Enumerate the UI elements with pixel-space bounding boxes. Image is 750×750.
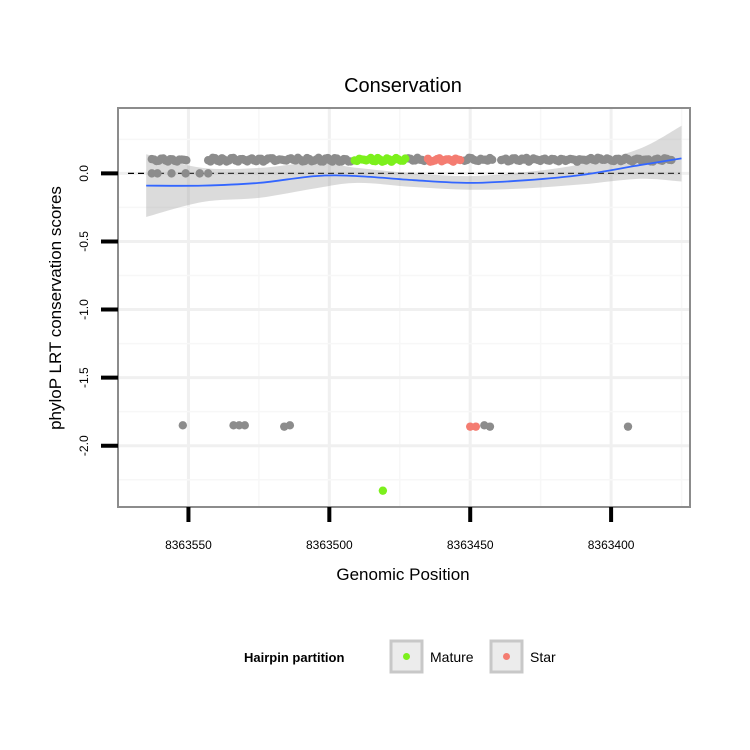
- x-axis-title: Genomic Position: [336, 565, 469, 584]
- point-mature-outlier: [378, 486, 388, 495]
- legend: Hairpin partition Mature Star: [244, 639, 556, 674]
- plot-frame: [117, 107, 691, 508]
- y-tick-label: -1.5: [77, 367, 91, 388]
- y-axis: 0.0 -0.5 -1.0 -1.5 -2.0: [77, 165, 118, 456]
- point-other: [147, 169, 157, 178]
- y-tick-label: -1.0: [77, 299, 91, 320]
- x-tick-label: 8363400: [588, 538, 635, 552]
- confidence-band: [146, 125, 682, 217]
- loess-fit-line: [146, 157, 682, 187]
- point-other-outlier: [285, 421, 295, 430]
- point-star: [455, 155, 465, 165]
- y-axis-title: phyloP LRT conservation scores: [46, 186, 65, 430]
- x-tick-label: 8363550: [165, 538, 212, 552]
- y-tick-label: 0.0: [77, 165, 91, 182]
- point-other: [167, 169, 176, 178]
- y-tick-label: -0.5: [77, 231, 91, 252]
- legend-swatch-mature: [403, 653, 410, 660]
- point-mature: [401, 154, 410, 163]
- point-other: [195, 169, 204, 178]
- panel-border: [117, 107, 691, 508]
- x-tick-label: 8363500: [306, 538, 353, 552]
- legend-label-star: Star: [530, 649, 556, 665]
- chart-title: Conservation: [344, 75, 462, 97]
- smooth-confidence-band: [146, 125, 682, 217]
- smooth-line: [146, 157, 682, 187]
- point-other: [203, 169, 213, 178]
- data-points: [147, 153, 676, 495]
- point-star-outlier: [471, 422, 481, 431]
- x-tick-label: 8363450: [447, 538, 494, 552]
- point-other: [182, 156, 191, 165]
- legend-title: Hairpin partition: [244, 650, 344, 665]
- point-other-outlier: [240, 421, 249, 430]
- point-other-outlier: [623, 422, 633, 431]
- legend-swatch-star: [503, 653, 510, 660]
- x-axis: 8363550 8363500 8363450 8363400: [165, 507, 635, 552]
- grid-lines: [117, 108, 690, 507]
- point-other-outlier: [485, 422, 495, 431]
- point-other: [181, 169, 190, 178]
- point-other: [487, 155, 497, 164]
- point-other-outlier: [178, 421, 188, 430]
- y-tick-label: -2.0: [77, 435, 91, 456]
- legend-label-mature: Mature: [430, 649, 474, 665]
